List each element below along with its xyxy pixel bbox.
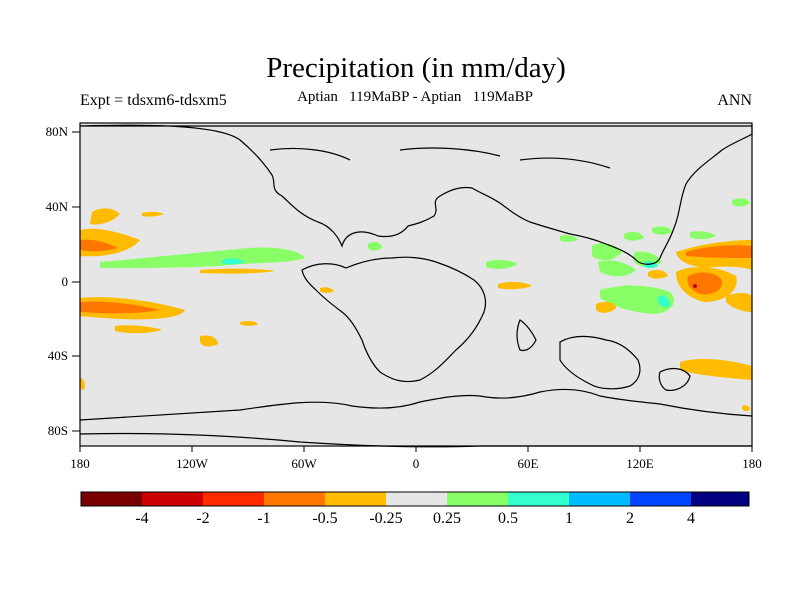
anomaly-patch-red — [687, 272, 723, 295]
anomaly-patch-orange — [596, 301, 616, 313]
anomaly-patch-green — [100, 247, 305, 268]
anomaly-patch-orange — [320, 287, 334, 293]
anomaly-patch-orange — [200, 335, 218, 347]
colorbar-box — [81, 492, 142, 506]
anomaly-patch-orange — [742, 405, 750, 412]
anomaly-patch-green — [732, 198, 750, 207]
lon-tick-label: 120E — [626, 456, 654, 471]
colorbar-box — [630, 492, 691, 506]
anomaly-patch-green — [622, 285, 640, 293]
experiment-label: Expt = tdsxm6-tdsxm5 — [80, 92, 227, 109]
lat-tick-label: 0 — [62, 274, 69, 289]
coastline-antarctic-shelf — [79, 432, 752, 448]
lon-tick-label: 0 — [413, 456, 420, 471]
anomaly-patch-orange — [115, 325, 162, 334]
coastlines — [79, 124, 753, 448]
subtitle: Aptian 119MaBP - Aptian 119MaBP — [297, 89, 533, 105]
colorbar-box — [203, 492, 264, 506]
anomaly-patch-green — [598, 260, 636, 277]
coastline-new-zealand — [658, 367, 691, 391]
lat-tick-label: 40S — [48, 348, 68, 363]
lon-tick-label: 60W — [291, 456, 317, 471]
lon-tick-label: 120W — [176, 456, 209, 471]
lat-tick-label: 80S — [48, 423, 68, 438]
anomaly-patch-orange — [90, 208, 120, 225]
anomaly-patch-orange — [142, 211, 164, 217]
colorbar: -4 -2 -1 -0.5 -0.25 0.25 0.5 1 2 4 — [80, 491, 750, 527]
anomaly-patch-red — [80, 301, 160, 314]
colorbar-label: -4 — [135, 510, 148, 527]
colorbar-box — [569, 492, 630, 506]
anomaly-patch-green — [624, 231, 644, 241]
anomaly-patch-orange — [680, 359, 752, 380]
colorbar-label: 1 — [565, 510, 573, 527]
coastline-madagascar — [516, 319, 537, 352]
page-title: Precipitation (in mm/day) — [266, 52, 566, 84]
anomaly-patch-green — [486, 259, 518, 269]
colorbar-label: 2 — [626, 510, 634, 527]
anomaly-patch-green — [368, 241, 382, 251]
colorbar-label: 4 — [687, 510, 695, 527]
precip-anomaly-layer — [80, 198, 752, 412]
anomaly-patch-green — [652, 226, 672, 235]
colorbar-box — [447, 492, 508, 506]
anomaly-patch-green — [690, 231, 716, 240]
colorbar-label: -0.5 — [312, 510, 337, 527]
anomaly-patch-cyan — [222, 258, 244, 265]
coastline-laurasia — [79, 124, 753, 265]
colorbar-label: 0.25 — [433, 510, 461, 527]
colorbar-box — [142, 492, 203, 506]
coastline-south-america-africa — [301, 256, 487, 383]
anomaly-patch-orange — [726, 293, 752, 312]
colorbar-label: -2 — [196, 510, 209, 527]
colorbar-box — [508, 492, 569, 506]
anomaly-patch-darkred — [693, 283, 697, 289]
anomaly-patch-green — [600, 285, 674, 314]
coastline-australia — [559, 335, 641, 390]
colorbar-box — [264, 492, 325, 506]
colorbar-label: -0.25 — [369, 510, 402, 527]
anomaly-patch-orange — [648, 269, 668, 279]
lat-tick-label: 80N — [46, 124, 69, 139]
anomaly-patch-orange — [498, 281, 532, 290]
anomaly-patch-red — [686, 245, 752, 258]
colorbar-box — [386, 492, 447, 506]
lon-tick-label: 60E — [518, 456, 539, 471]
anomaly-patch-cyan — [658, 295, 670, 307]
lon-tick-label: 180 — [70, 456, 90, 471]
colorbar-box — [691, 492, 749, 506]
coastline-antarctica — [79, 388, 753, 421]
colorbar-label: 0.5 — [498, 510, 518, 527]
anomaly-patch-orange — [240, 320, 258, 326]
colorbar-label: -1 — [257, 510, 270, 527]
anomaly-patch-orange — [200, 268, 276, 274]
lat-axis: 80N 40N 0 40S 80S — [46, 124, 80, 438]
anomaly-patch-green — [560, 235, 578, 242]
colorbar-frame — [80, 491, 750, 507]
lon-axis: 180 120W 60W 0 60E 120E 180 — [70, 446, 762, 471]
map-background — [80, 123, 752, 446]
colorbar-box — [325, 492, 386, 506]
lat-tick-label: 40N — [46, 199, 69, 214]
lon-tick-label: 180 — [742, 456, 762, 471]
coastline-arctic — [269, 147, 611, 169]
anomaly-patch-orange — [80, 378, 85, 390]
season-label: ANN — [717, 92, 752, 109]
anomaly-patch-red — [80, 239, 118, 252]
